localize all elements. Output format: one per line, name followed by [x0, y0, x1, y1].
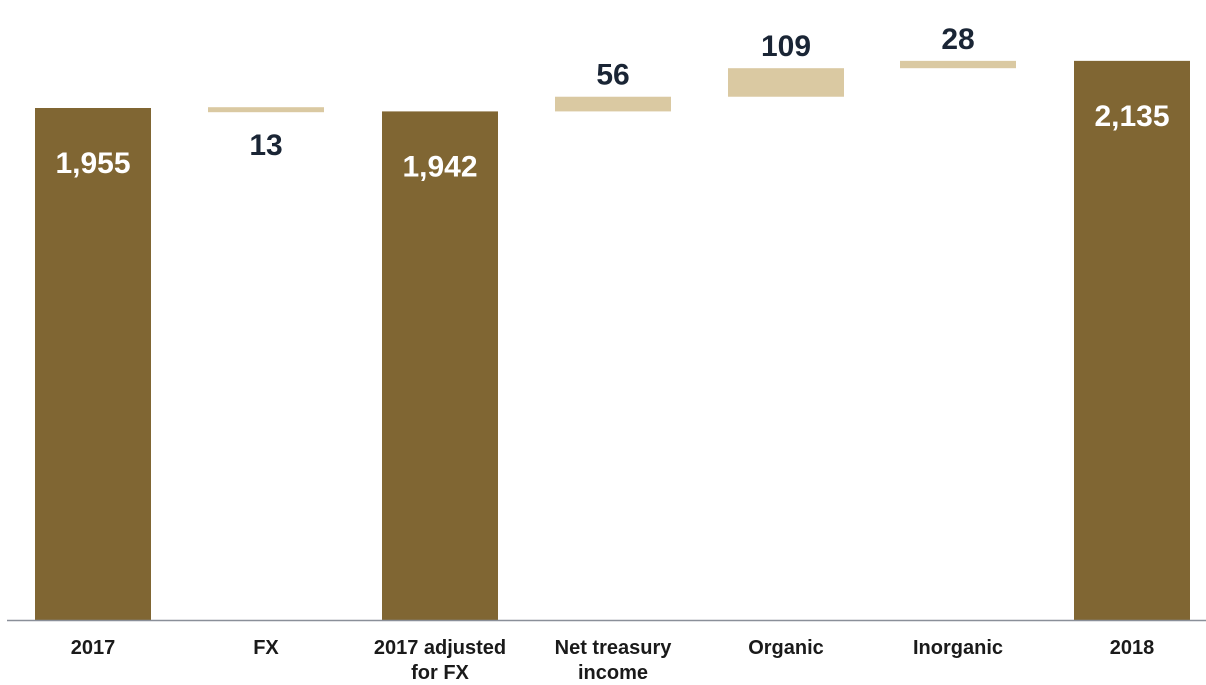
- category-label-line: Net treasury: [555, 637, 673, 659]
- category-label-group: 2017 FX 2017 adjusted for FX Net treasury inc…: [71, 637, 1155, 684]
- total-bar: [382, 111, 498, 620]
- change-bar: [555, 96, 671, 112]
- bar-value-label: 1,955: [55, 147, 130, 180]
- category-label-line: FX: [253, 637, 279, 659]
- category-label-line: 2018: [1110, 637, 1155, 659]
- category-label-line: income: [578, 662, 648, 684]
- category-label: 2017 adjusted for FX: [374, 637, 506, 684]
- category-label: Organic: [748, 637, 824, 659]
- change-bar: [728, 68, 844, 97]
- value-label-group: 1,955 13 1,942 56 109 28 2,135: [55, 23, 1169, 184]
- category-label-line: 2017: [71, 637, 116, 659]
- bar-value-label: 109: [761, 30, 811, 63]
- bar-group: [35, 60, 1190, 621]
- category-label: 2017: [71, 637, 116, 659]
- total-bar: [35, 108, 151, 620]
- bar-value-label: 1,942: [402, 150, 477, 183]
- total-bar: [1074, 60, 1190, 621]
- category-label: 2018: [1110, 637, 1155, 659]
- category-label: Net treasury income: [555, 637, 673, 684]
- category-label-line: 2017 adjusted: [374, 637, 506, 659]
- category-label-line: for FX: [411, 662, 469, 684]
- change-bar: [208, 107, 324, 113]
- category-label-line: Inorganic: [913, 637, 1003, 659]
- category-label-line: Organic: [748, 637, 824, 659]
- bar-value-label: 2,135: [1094, 100, 1169, 133]
- bar-value-label: 56: [596, 59, 629, 92]
- category-label: Inorganic: [913, 637, 1003, 659]
- bar-value-label: 28: [941, 23, 974, 56]
- bar-value-label: 13: [249, 129, 282, 162]
- category-label: FX: [253, 637, 279, 659]
- change-bar: [900, 60, 1016, 69]
